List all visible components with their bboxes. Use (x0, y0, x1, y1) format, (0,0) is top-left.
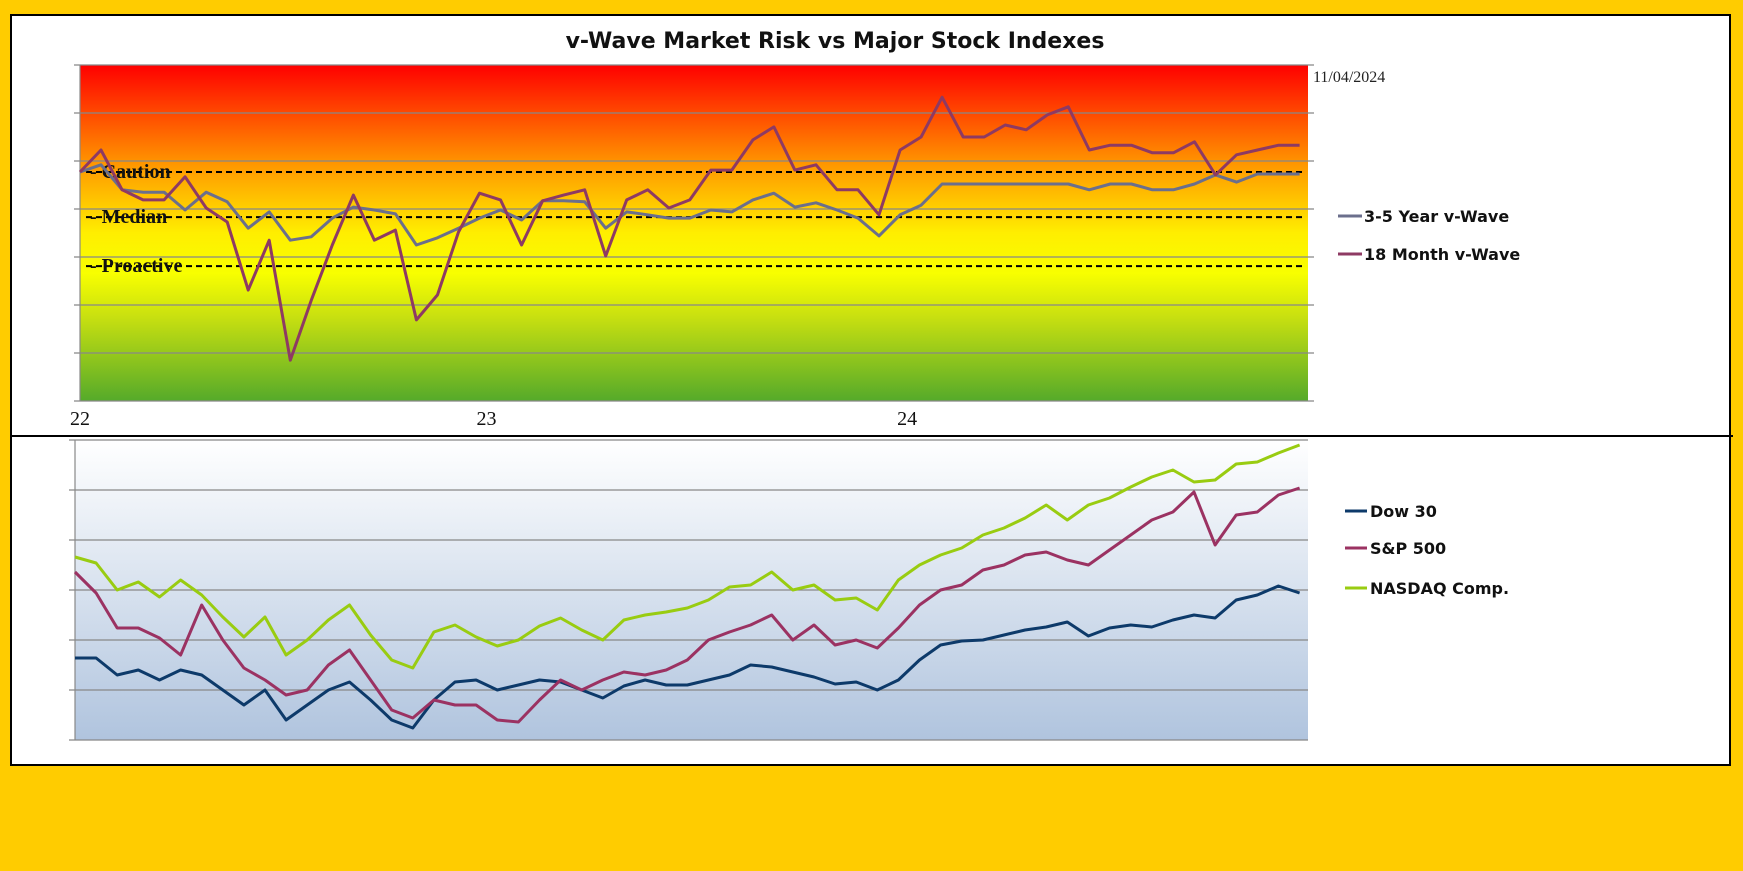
legend-sp500: S&P 500 (1370, 539, 1446, 558)
x-tick-label: 24 (897, 408, 917, 430)
date-label: 11/04/2024 (1313, 69, 1385, 86)
legend-dow: Dow 30 (1370, 502, 1437, 521)
plot-area (80, 65, 1308, 401)
series-line-nasdaq-comp- (74, 443, 1301, 670)
series-line-3-5-year-v-wave (79, 163, 1300, 247)
reference-label-median: - Median (90, 206, 167, 228)
legend-3-5-year: 3-5 Year v-Wave (1364, 207, 1509, 226)
legend-18-month: 18 Month v-Wave (1364, 245, 1520, 264)
x-tick-label: 22 (70, 408, 90, 430)
series-line-s-p-500 (73, 486, 1301, 724)
series-line-dow-30 (75, 584, 1301, 730)
x-tick-label: 23 (477, 408, 497, 430)
chart-title: v-Wave Market Risk vs Major Stock Indexe… (566, 29, 1105, 54)
legend-nasdaq: NASDAQ Comp. (1370, 579, 1509, 598)
reference-label-proactive: - Proactive (90, 255, 182, 277)
series-line-18-month-v-wave (78, 95, 1300, 362)
